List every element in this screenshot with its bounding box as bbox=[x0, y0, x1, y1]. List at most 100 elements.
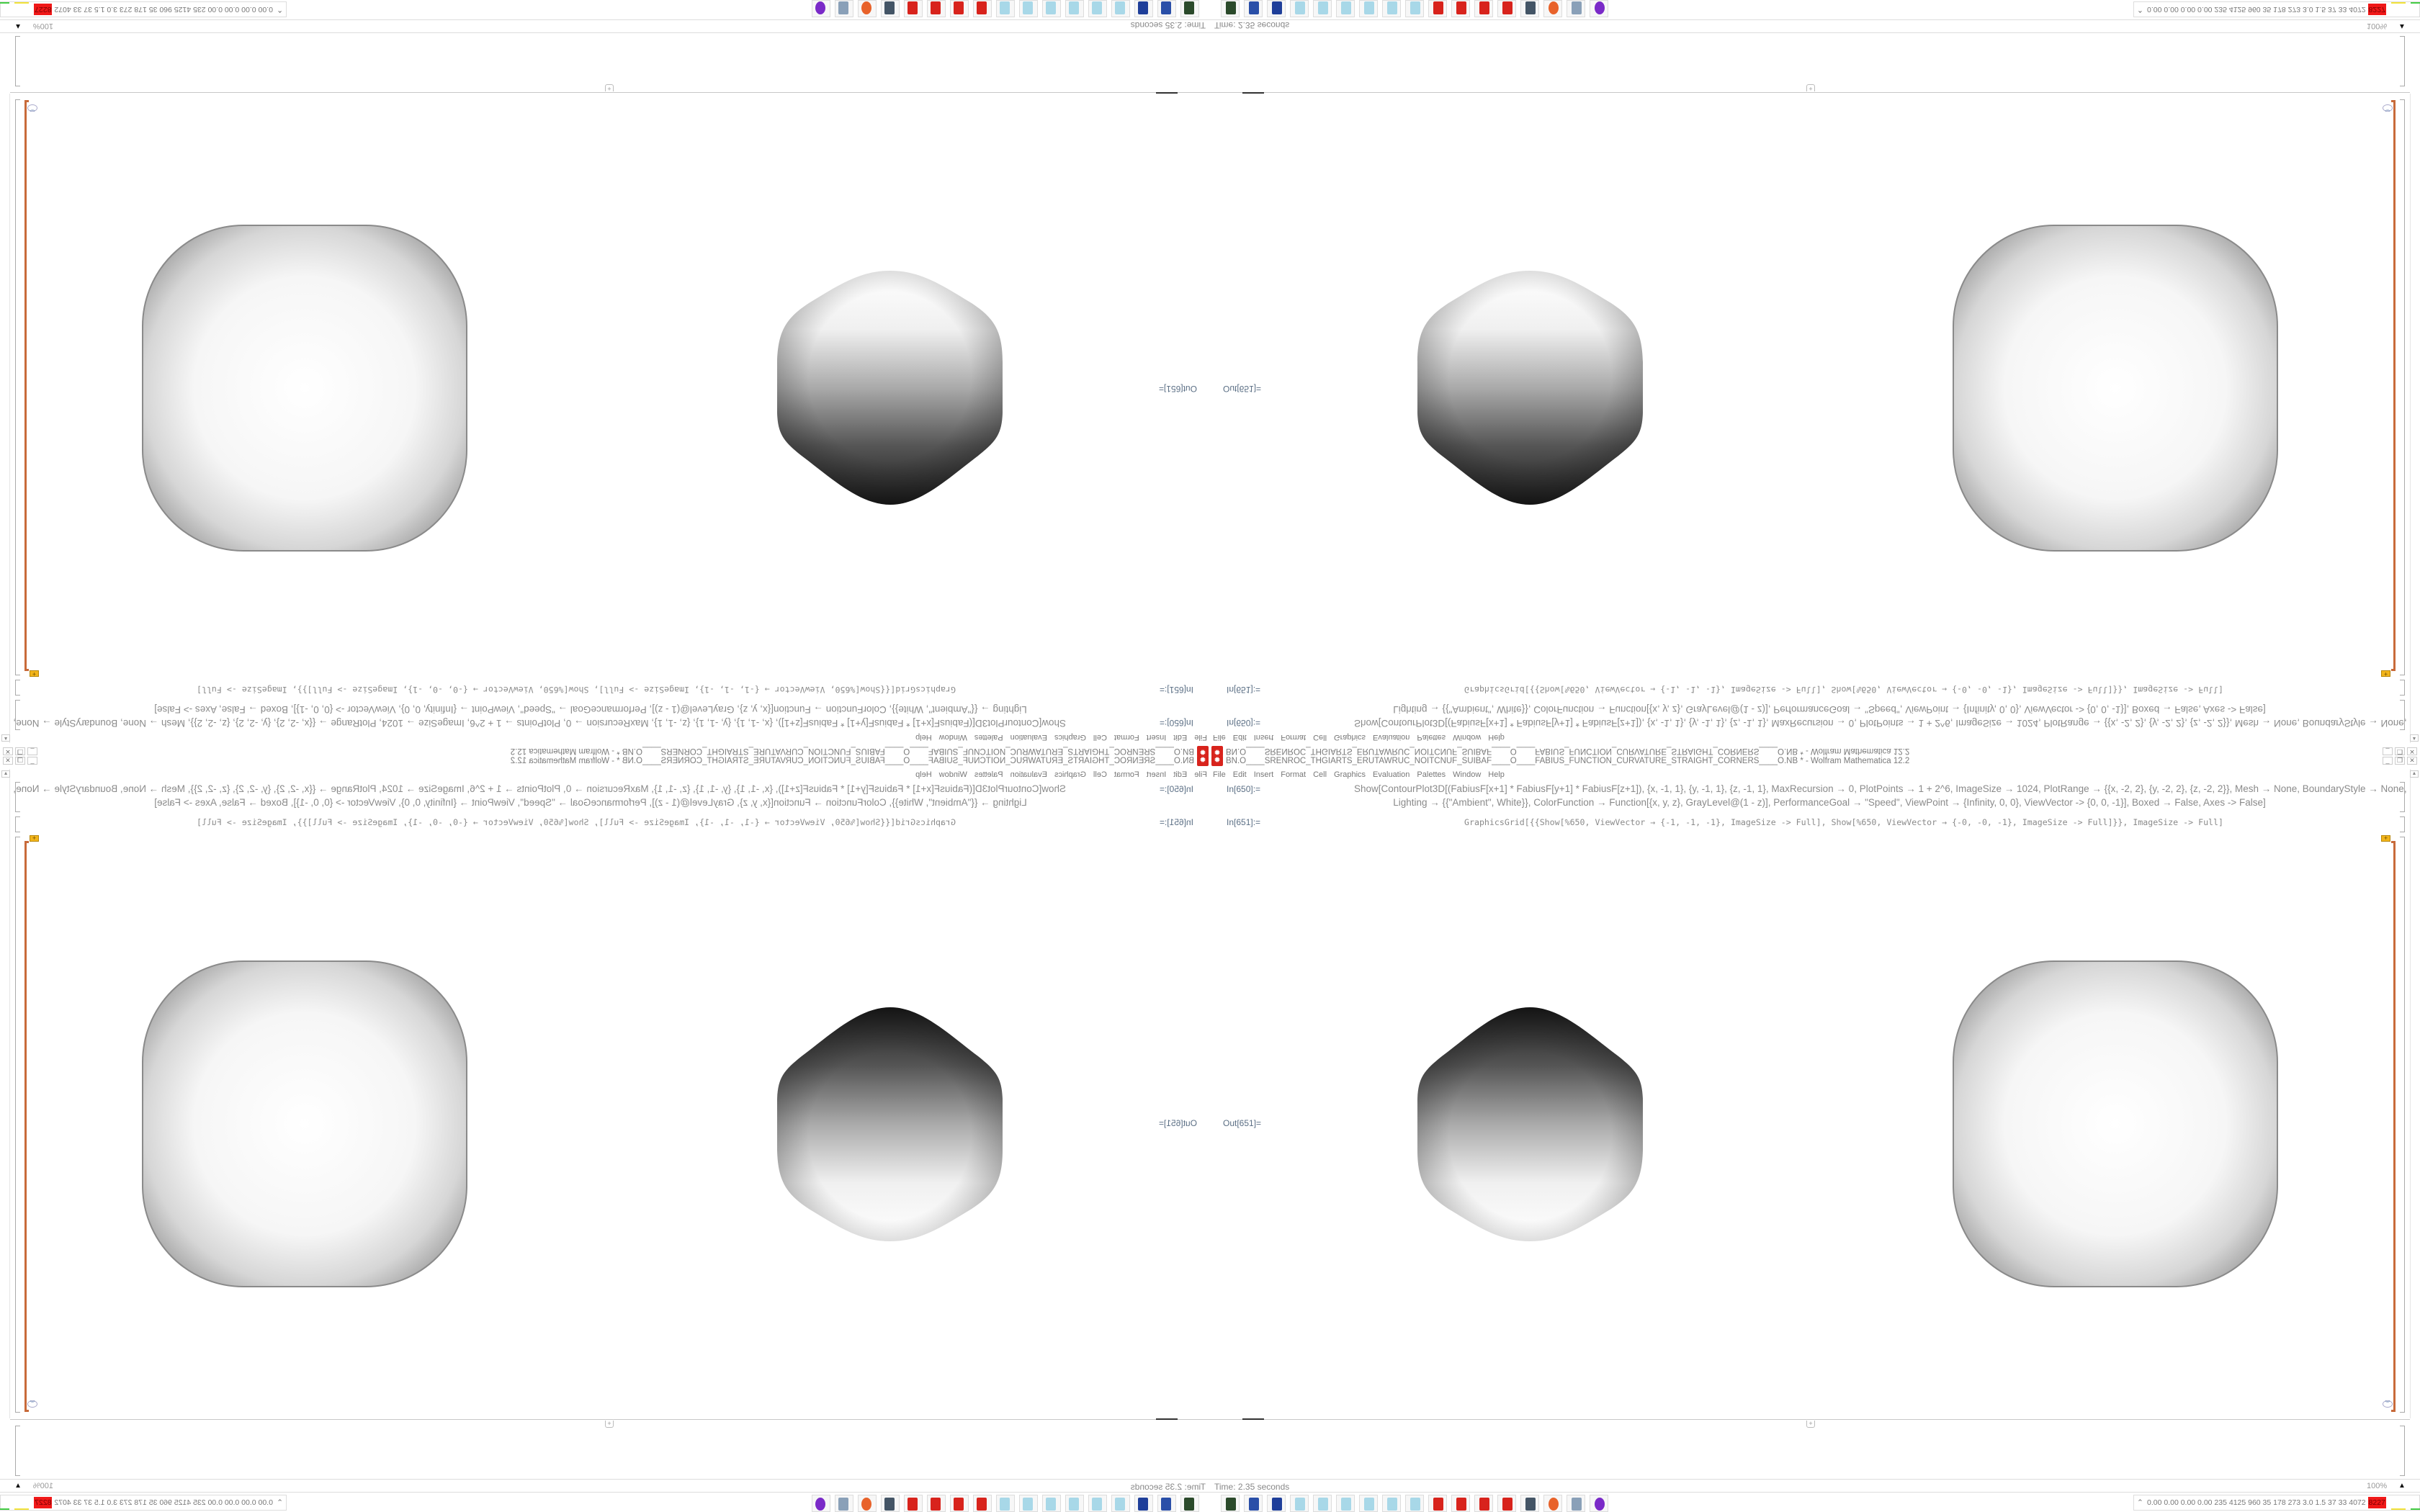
wolfram-icon[interactable] bbox=[1428, 0, 1447, 17]
cell-bracket[interactable] bbox=[2400, 782, 2405, 812]
menu-file[interactable]: File bbox=[1194, 733, 1207, 742]
cell-bracket[interactable] bbox=[2400, 700, 2405, 730]
menu-format[interactable]: Format bbox=[1113, 770, 1139, 779]
menu-palettes[interactable]: Palettes bbox=[1417, 770, 1446, 779]
tray-expand-icon[interactable]: ⌃ bbox=[277, 1498, 283, 1507]
notepad-icon[interactable] bbox=[1336, 1495, 1355, 1512]
wolfram-icon[interactable] bbox=[973, 1495, 992, 1512]
close-button[interactable]: ✕ bbox=[3, 757, 13, 765]
menu-help[interactable]: Help bbox=[915, 770, 932, 779]
monitor-icon[interactable] bbox=[1244, 0, 1263, 17]
cell-bracket[interactable] bbox=[15, 782, 20, 812]
floppy-64-icon[interactable] bbox=[1267, 0, 1286, 17]
input-code-line[interactable]: Show[ContourPlot3D[(FabiusF[x+1] * Fabiu… bbox=[1354, 718, 2407, 729]
cell-bracket[interactable] bbox=[2400, 816, 2405, 832]
cell-bracket[interactable] bbox=[15, 680, 20, 696]
notepad-icon[interactable] bbox=[1065, 0, 1084, 17]
terminal-icon[interactable] bbox=[1221, 1495, 1240, 1512]
notepad-icon[interactable] bbox=[996, 1495, 1015, 1512]
close-button[interactable]: ✕ bbox=[3, 747, 13, 755]
menu-file[interactable]: File bbox=[1213, 733, 1226, 742]
menu-window[interactable]: Window bbox=[1453, 770, 1482, 779]
monitor-icon[interactable] bbox=[1157, 1495, 1176, 1512]
wolfram-icon[interactable] bbox=[927, 1495, 946, 1512]
wolfram-icon[interactable] bbox=[904, 0, 923, 17]
notepad-icon[interactable] bbox=[1313, 1495, 1332, 1512]
menu-palettes[interactable]: Palettes bbox=[974, 770, 1003, 779]
menu-help[interactable]: Help bbox=[915, 733, 932, 742]
notepad-icon[interactable] bbox=[1336, 0, 1355, 17]
notepad-icon[interactable] bbox=[1359, 1495, 1378, 1512]
floppy-64-icon[interactable] bbox=[1267, 1495, 1286, 1512]
cell-group-bracket[interactable] bbox=[15, 837, 20, 1413]
wolfram-icon[interactable] bbox=[1428, 1495, 1447, 1512]
notepad-icon[interactable] bbox=[1382, 0, 1401, 17]
collapse-chevron-icon[interactable]: ︾ bbox=[27, 1400, 37, 1408]
document-scroll-icon[interactable] bbox=[835, 0, 853, 17]
cell-group-bracket[interactable] bbox=[2400, 837, 2405, 1413]
menu-insert[interactable]: Insert bbox=[1253, 733, 1274, 742]
notepad-icon[interactable] bbox=[1290, 1495, 1309, 1512]
input-code-line[interactable]: GraphicsGrid[{{Show[%650, ViewVector → {… bbox=[1464, 685, 2223, 695]
owl-icon[interactable] bbox=[1590, 1495, 1608, 1512]
notepad-icon[interactable] bbox=[1088, 0, 1107, 17]
firefox-icon[interactable] bbox=[858, 0, 877, 17]
wolfram-icon[interactable] bbox=[927, 0, 946, 17]
notepad-icon[interactable] bbox=[1359, 0, 1378, 17]
vertical-scrollbar[interactable] bbox=[1, 769, 10, 1418]
menu-edit[interactable]: Edit bbox=[1173, 733, 1188, 742]
insert-cell-plus-button[interactable]: + bbox=[1806, 84, 1815, 92]
menu-cell[interactable]: Cell bbox=[1093, 770, 1107, 779]
notepad-icon[interactable] bbox=[996, 0, 1015, 17]
vertical-scrollbar[interactable] bbox=[2410, 94, 2419, 743]
floppy-64-icon[interactable] bbox=[1134, 0, 1153, 17]
owl-icon[interactable] bbox=[1590, 0, 1608, 17]
menu-evaluation[interactable]: Evaluation bbox=[1373, 733, 1410, 742]
minimize-button[interactable]: _ bbox=[27, 747, 37, 755]
menu-file[interactable]: File bbox=[1213, 770, 1226, 779]
menu-cell[interactable]: Cell bbox=[1313, 733, 1327, 742]
menu-graphics[interactable]: Graphics bbox=[1054, 770, 1086, 779]
tray-expand-icon[interactable]: ⌃ bbox=[2137, 5, 2143, 14]
input-code-line[interactable]: GraphicsGrid[{{Show[%650, ViewVector → {… bbox=[1464, 817, 2223, 827]
wolfram-icon[interactable] bbox=[904, 1495, 923, 1512]
menu-file[interactable]: File bbox=[1194, 770, 1207, 779]
vertical-scrollbar[interactable] bbox=[2410, 769, 2419, 1418]
menu-evaluation[interactable]: Evaluation bbox=[1010, 770, 1047, 779]
add-cell-plus-icon[interactable]: + bbox=[30, 834, 39, 842]
notepad-icon[interactable] bbox=[1042, 1495, 1061, 1512]
tray-expand-icon[interactable]: ⌃ bbox=[277, 5, 283, 14]
document-scroll-icon[interactable] bbox=[1567, 0, 1585, 17]
minimize-button[interactable]: _ bbox=[2383, 757, 2393, 765]
notepad-icon[interactable] bbox=[1290, 0, 1309, 17]
cell-bracket[interactable] bbox=[2400, 36, 2405, 86]
wolfram-icon[interactable] bbox=[1497, 1495, 1516, 1512]
output-cell-bracket[interactable] bbox=[24, 100, 29, 671]
add-cell-plus-icon[interactable]: + bbox=[2381, 835, 2390, 842]
output-cell-bracket[interactable] bbox=[2391, 841, 2396, 1412]
scroll-up-button[interactable]: ▲ bbox=[1, 734, 10, 742]
terminal-icon[interactable] bbox=[1221, 0, 1240, 17]
menu-graphics[interactable]: Graphics bbox=[1054, 733, 1086, 742]
wolfram-icon[interactable] bbox=[1451, 0, 1470, 17]
output-cell-bracket[interactable] bbox=[2391, 100, 2396, 671]
wolfram-icon[interactable] bbox=[1497, 0, 1516, 17]
notepad-icon[interactable] bbox=[1042, 0, 1061, 17]
zoom-level[interactable]: 100% bbox=[2367, 22, 2388, 30]
input-code-line[interactable]: GraphicsGrid[{{Show[%650, ViewVector → {… bbox=[197, 685, 956, 695]
terminal-icon[interactable] bbox=[1180, 1495, 1199, 1512]
document-scroll-icon[interactable] bbox=[835, 1495, 853, 1512]
monitor-icon[interactable] bbox=[1157, 0, 1176, 17]
notepad-icon[interactable] bbox=[1382, 1495, 1401, 1512]
close-button[interactable]: ✕ bbox=[2407, 757, 2417, 765]
wolfram-icon[interactable] bbox=[950, 0, 969, 17]
menu-format[interactable]: Format bbox=[1281, 733, 1307, 742]
notepad-icon[interactable] bbox=[1405, 1495, 1424, 1512]
firefox-icon[interactable] bbox=[1543, 1495, 1562, 1512]
input-code-line[interactable]: Lighting → {{"Ambient", White}}, ColorFu… bbox=[154, 704, 1027, 715]
menu-edit[interactable]: Edit bbox=[1173, 770, 1188, 779]
notepad-icon[interactable] bbox=[1405, 0, 1424, 17]
add-cell-plus-icon[interactable]: + bbox=[2381, 670, 2390, 678]
cell-bracket[interactable] bbox=[15, 816, 20, 832]
firefox-icon[interactable] bbox=[1543, 0, 1562, 17]
